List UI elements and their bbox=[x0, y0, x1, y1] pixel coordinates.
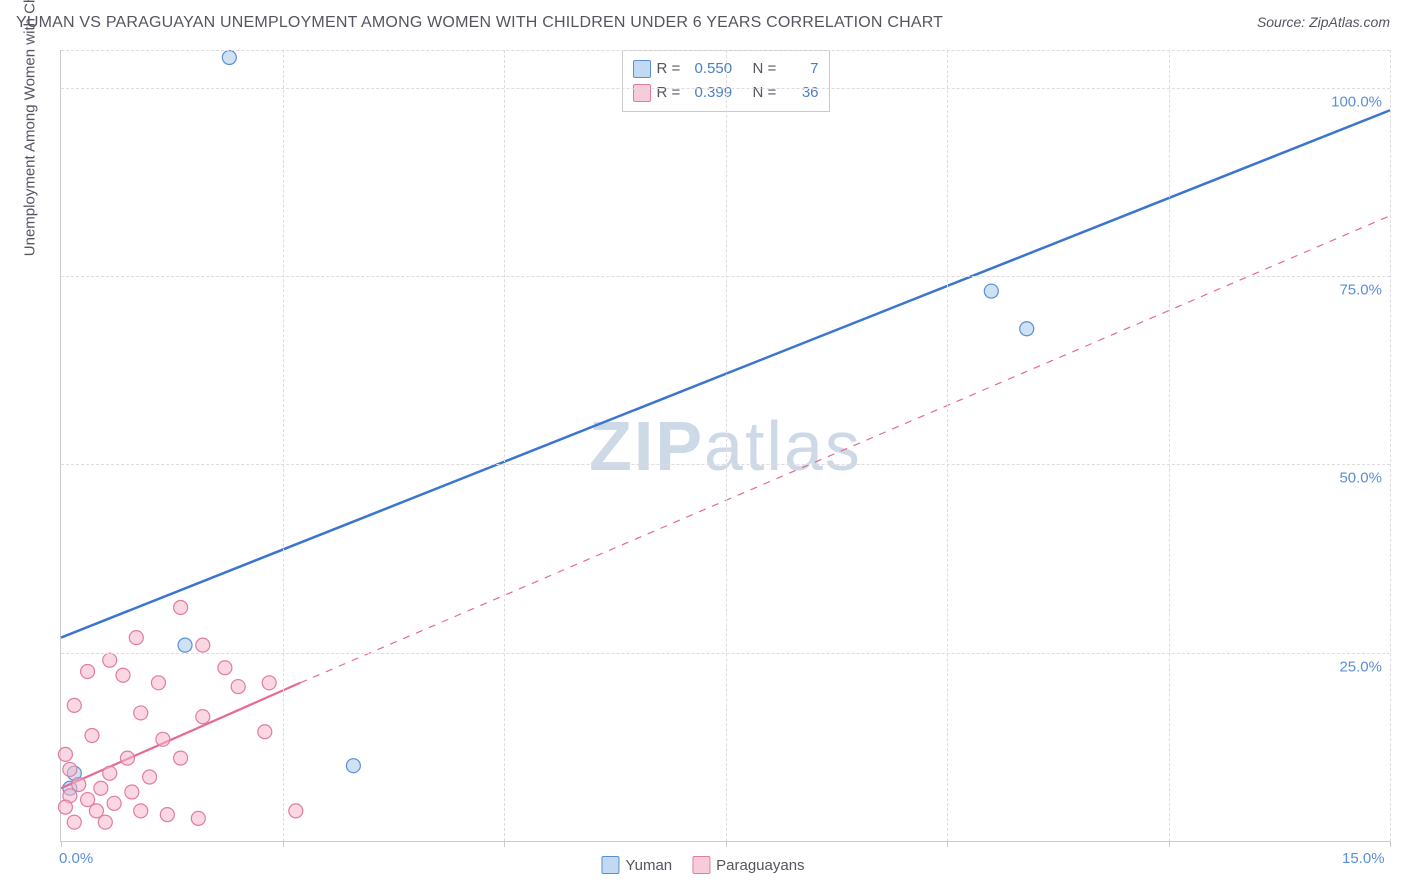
tick-x bbox=[504, 841, 505, 847]
y-tick-label: 25.0% bbox=[1339, 658, 1382, 675]
data-point-paraguayans bbox=[134, 706, 148, 720]
legend-label: Paraguayans bbox=[716, 857, 804, 874]
data-point-paraguayans bbox=[103, 766, 117, 780]
data-point-yuman bbox=[1020, 322, 1034, 336]
data-point-paraguayans bbox=[143, 770, 157, 784]
trend-line-dashed-paraguayans bbox=[300, 216, 1390, 683]
x-tick-label: 15.0% bbox=[1342, 850, 1385, 867]
x-tick-label: 0.0% bbox=[59, 850, 93, 867]
data-point-yuman bbox=[346, 759, 360, 773]
data-point-paraguayans bbox=[174, 751, 188, 765]
legend-item-yuman: Yuman bbox=[601, 856, 672, 874]
gridline-v bbox=[283, 50, 284, 841]
data-point-paraguayans bbox=[262, 676, 276, 690]
plot-area: R = 0.550 N = 7 R = 0.399 N = 36 ZIPatla… bbox=[60, 50, 1390, 842]
data-point-paraguayans bbox=[67, 815, 81, 829]
data-point-paraguayans bbox=[58, 747, 72, 761]
y-axis-label: Unemployment Among Women with Children U… bbox=[22, 0, 39, 256]
data-point-paraguayans bbox=[63, 762, 77, 776]
chart-source: Source: ZipAtlas.com bbox=[1257, 14, 1390, 30]
data-point-paraguayans bbox=[103, 653, 117, 667]
legend-swatch-blue bbox=[601, 856, 619, 874]
data-point-paraguayans bbox=[85, 729, 99, 743]
data-point-paraguayans bbox=[231, 680, 245, 694]
chart-header: YUMAN VS PARAGUAYAN UNEMPLOYMENT AMONG W… bbox=[0, 0, 1406, 50]
chart-title: YUMAN VS PARAGUAYAN UNEMPLOYMENT AMONG W… bbox=[16, 14, 943, 32]
data-point-paraguayans bbox=[129, 631, 143, 645]
y-tick-label: 50.0% bbox=[1339, 470, 1382, 487]
chart-container: Unemployment Among Women with Children U… bbox=[40, 50, 1390, 842]
data-point-paraguayans bbox=[67, 698, 81, 712]
data-point-paraguayans bbox=[218, 661, 232, 675]
data-point-paraguayans bbox=[289, 804, 303, 818]
data-point-paraguayans bbox=[58, 800, 72, 814]
y-tick-label: 100.0% bbox=[1331, 93, 1382, 110]
gridline-v bbox=[947, 50, 948, 841]
data-point-paraguayans bbox=[107, 796, 121, 810]
gridline-v bbox=[726, 50, 727, 841]
legend-label: Yuman bbox=[625, 857, 672, 874]
legend-item-paraguayans: Paraguayans bbox=[692, 856, 804, 874]
data-point-paraguayans bbox=[134, 804, 148, 818]
data-point-yuman bbox=[222, 51, 236, 65]
series-legend: Yuman Paraguayans bbox=[601, 856, 804, 874]
gridline-v bbox=[1390, 50, 1391, 841]
gridline-v bbox=[504, 50, 505, 841]
legend-swatch-pink bbox=[692, 856, 710, 874]
data-point-paraguayans bbox=[81, 665, 95, 679]
tick-x bbox=[61, 841, 62, 847]
tick-x bbox=[726, 841, 727, 847]
data-point-paraguayans bbox=[151, 676, 165, 690]
y-tick-label: 75.0% bbox=[1339, 282, 1382, 299]
data-point-paraguayans bbox=[196, 638, 210, 652]
data-point-paraguayans bbox=[156, 732, 170, 746]
data-point-paraguayans bbox=[258, 725, 272, 739]
data-point-paraguayans bbox=[174, 600, 188, 614]
data-point-paraguayans bbox=[196, 710, 210, 724]
data-point-paraguayans bbox=[94, 781, 108, 795]
gridline-v bbox=[1169, 50, 1170, 841]
data-point-paraguayans bbox=[191, 811, 205, 825]
data-point-paraguayans bbox=[120, 751, 134, 765]
tick-x bbox=[1169, 841, 1170, 847]
data-point-yuman bbox=[984, 284, 998, 298]
data-point-paraguayans bbox=[116, 668, 130, 682]
tick-x bbox=[1390, 841, 1391, 847]
data-point-yuman bbox=[178, 638, 192, 652]
data-point-paraguayans bbox=[98, 815, 112, 829]
data-point-paraguayans bbox=[125, 785, 139, 799]
tick-x bbox=[283, 841, 284, 847]
data-point-paraguayans bbox=[160, 808, 174, 822]
tick-x bbox=[947, 841, 948, 847]
